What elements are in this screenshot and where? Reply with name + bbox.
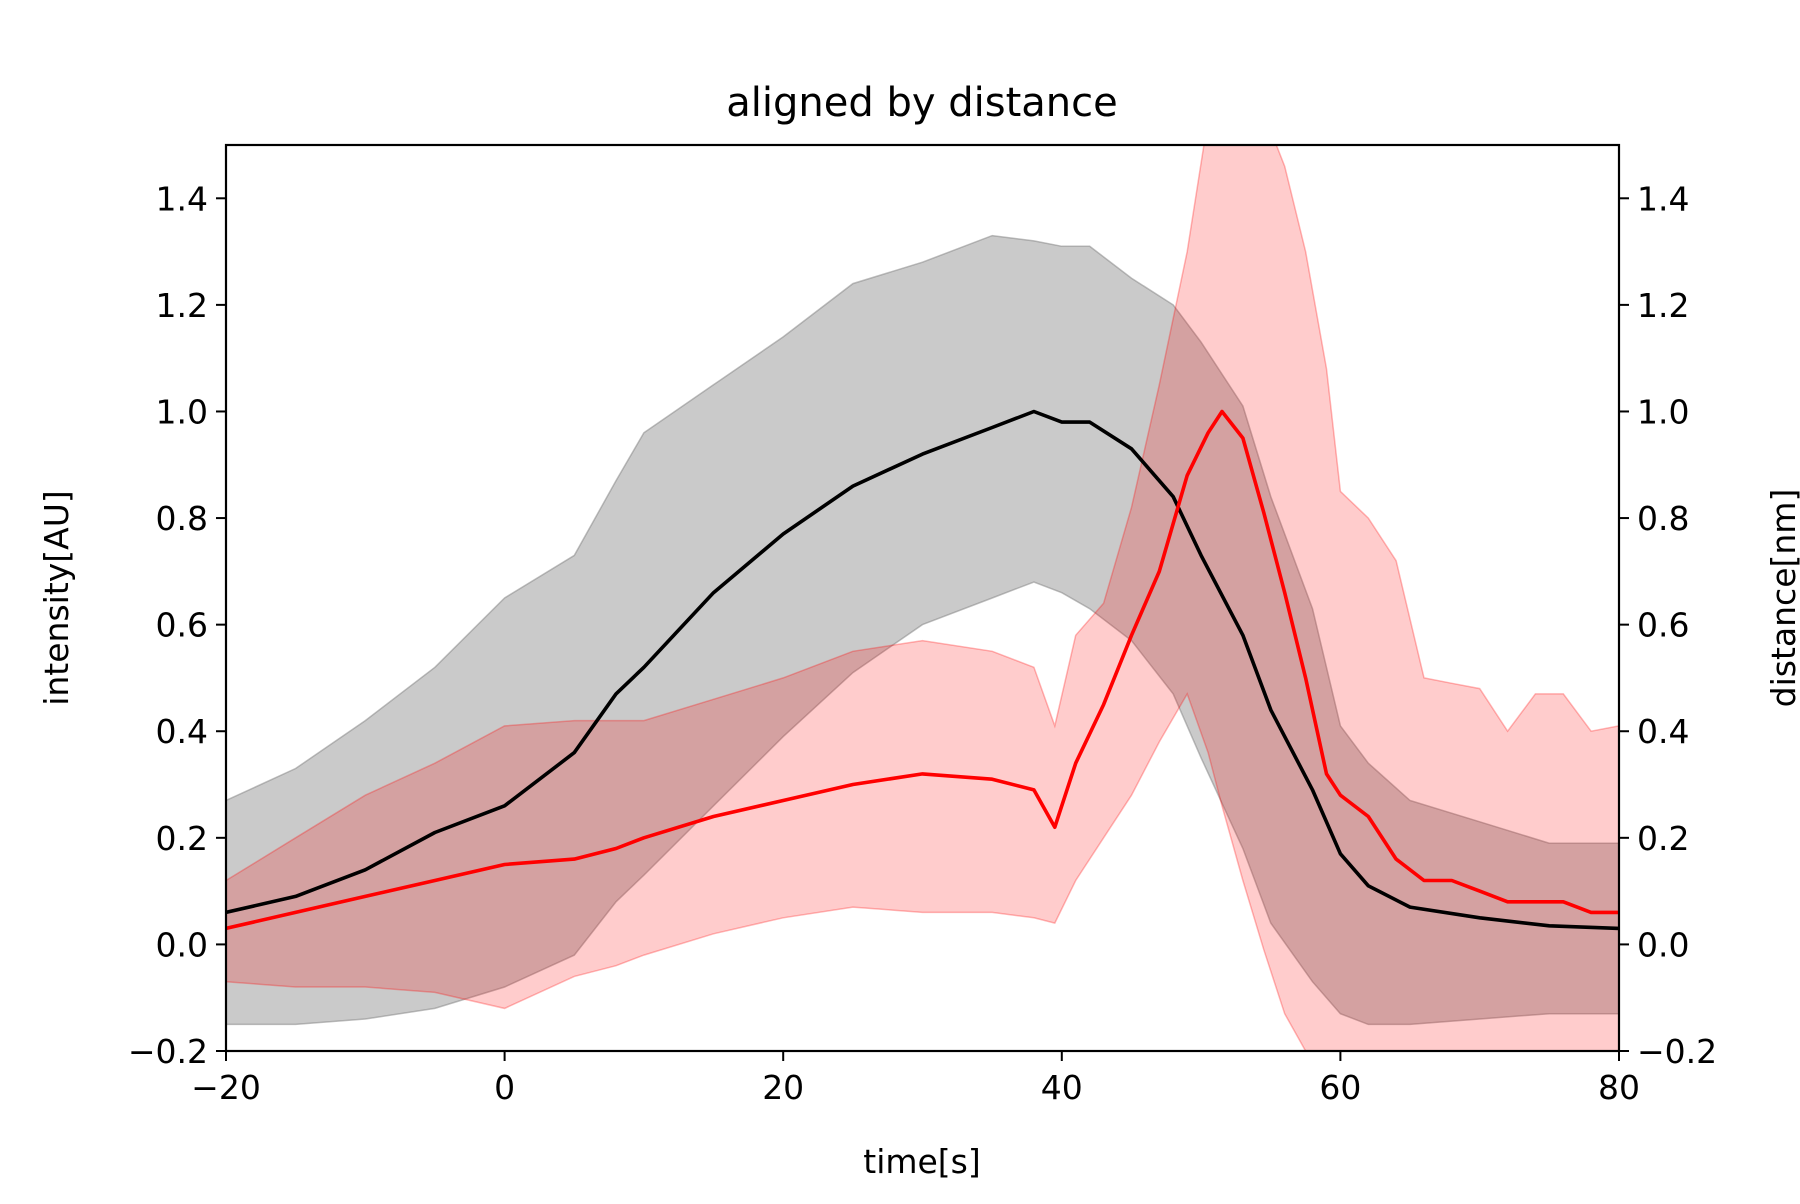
- y-left-tick-label: 0.4: [156, 712, 208, 751]
- y-left-tick-label: 1.2: [156, 286, 208, 325]
- y-left-tick-label: 0.0: [156, 925, 208, 964]
- series-2-band: [226, 145, 1619, 1051]
- series-2-line: [226, 409, 1619, 931]
- y-axis-label-left: intensity[AU]: [37, 490, 76, 706]
- series-lines: [226, 409, 1619, 931]
- y-right-tick-label: 0.0: [1637, 925, 1689, 964]
- y-right-tick-label: 0.4: [1637, 712, 1689, 751]
- y-left-tick-label: 1.4: [156, 179, 208, 218]
- y-right-tick-label: 1.4: [1637, 179, 1689, 218]
- chart-title: aligned by distance: [726, 80, 1117, 126]
- y-right-tick-label: 1.2: [1637, 286, 1689, 325]
- y-right-tick-label: 0.8: [1637, 499, 1689, 538]
- x-tick-label: 80: [1598, 1068, 1640, 1107]
- x-tick-label: 40: [1041, 1068, 1083, 1107]
- y-axis-right-ticks: −0.2 0.0 0.2 0.4 0.6 0.8 1.0 1.2 1.4: [1619, 179, 1717, 1071]
- x-tick-label: 20: [762, 1068, 804, 1107]
- series-1-band: [226, 234, 1619, 1026]
- y-left-tick-label: 0.8: [156, 499, 208, 538]
- x-axis-ticks: −20 0 20 40 60 80: [191, 1051, 1640, 1107]
- x-tick-label: 0: [494, 1068, 515, 1107]
- y-right-tick-label: −0.2: [1637, 1032, 1717, 1071]
- y-left-tick-label: 0.6: [156, 606, 208, 645]
- y-left-tick-label: 0.2: [156, 819, 208, 858]
- y-right-tick-label: 0.2: [1637, 819, 1689, 858]
- plot-frame: [224, 143, 1621, 1053]
- y-left-tick-label: −0.2: [128, 1032, 208, 1071]
- x-tick-label: 60: [1319, 1068, 1361, 1107]
- confidence-bands: [226, 145, 1619, 1051]
- y-axis-left-ticks: −0.2 0.0 0.2 0.4 0.6 0.8 1.0 1.2 1.4: [128, 179, 226, 1071]
- series-1-line: [226, 409, 1619, 931]
- y-right-tick-label: 1.0: [1637, 392, 1689, 431]
- y-left-tick-label: 1.0: [156, 392, 208, 431]
- x-tick-label: −20: [191, 1068, 261, 1107]
- y-axis-label-right: distance[nm]: [1764, 489, 1800, 708]
- y-right-tick-label: 0.6: [1637, 606, 1689, 645]
- x-axis-label: time[s]: [863, 1142, 981, 1181]
